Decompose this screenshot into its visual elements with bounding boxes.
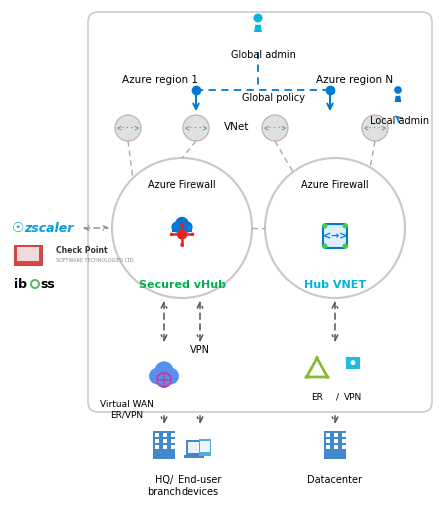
Bar bbox=[342, 433, 346, 437]
Circle shape bbox=[191, 233, 194, 236]
Text: <···>: <···> bbox=[116, 123, 140, 133]
Text: Hub VNET: Hub VNET bbox=[304, 280, 366, 290]
Circle shape bbox=[162, 368, 179, 384]
Bar bbox=[200, 441, 210, 452]
Circle shape bbox=[394, 86, 402, 94]
Circle shape bbox=[112, 158, 252, 298]
Text: Global admin: Global admin bbox=[231, 50, 295, 60]
Bar bbox=[326, 439, 330, 443]
Text: VPN: VPN bbox=[344, 393, 362, 402]
Text: Global policy: Global policy bbox=[241, 93, 305, 103]
Text: Secured vHub: Secured vHub bbox=[138, 280, 225, 290]
Bar bbox=[184, 455, 204, 458]
Circle shape bbox=[170, 233, 173, 236]
Text: Virtual WAN
ER/VPN: Virtual WAN ER/VPN bbox=[100, 400, 154, 420]
Bar bbox=[171, 439, 175, 443]
Bar bbox=[160, 459, 168, 468]
Circle shape bbox=[30, 279, 40, 289]
Text: Azure region N: Azure region N bbox=[316, 75, 393, 85]
Circle shape bbox=[262, 115, 288, 141]
Text: HQ/
branch: HQ/ branch bbox=[147, 475, 181, 497]
Circle shape bbox=[343, 223, 348, 228]
Bar bbox=[155, 445, 159, 449]
Text: Azure Firewall: Azure Firewall bbox=[148, 180, 216, 190]
Text: SOFTWARE TECHNOLOGIES LTD.: SOFTWARE TECHNOLOGIES LTD. bbox=[56, 257, 135, 263]
Circle shape bbox=[115, 115, 141, 141]
Circle shape bbox=[305, 375, 309, 379]
Bar bbox=[326, 445, 330, 449]
Bar bbox=[186, 440, 204, 455]
Bar bbox=[346, 357, 360, 368]
Circle shape bbox=[362, 115, 388, 141]
Text: /: / bbox=[335, 393, 339, 402]
Bar bbox=[324, 431, 346, 459]
Polygon shape bbox=[254, 25, 262, 32]
Circle shape bbox=[265, 158, 405, 298]
Circle shape bbox=[175, 217, 189, 231]
Bar bbox=[17, 247, 39, 261]
Bar bbox=[153, 431, 175, 459]
Bar bbox=[155, 433, 159, 437]
Bar bbox=[334, 433, 338, 437]
Bar bbox=[163, 445, 167, 449]
Circle shape bbox=[315, 356, 319, 360]
Circle shape bbox=[254, 13, 263, 22]
Text: VNet: VNet bbox=[224, 122, 250, 132]
Circle shape bbox=[322, 243, 328, 249]
Text: Datacenter: Datacenter bbox=[308, 475, 362, 485]
Circle shape bbox=[180, 243, 184, 247]
Bar bbox=[172, 227, 192, 232]
Bar bbox=[171, 433, 175, 437]
Bar bbox=[163, 439, 167, 443]
Text: Local admin: Local admin bbox=[370, 116, 430, 126]
Circle shape bbox=[149, 368, 166, 384]
Text: ib: ib bbox=[14, 278, 27, 291]
Bar bbox=[334, 445, 338, 449]
Circle shape bbox=[180, 222, 184, 226]
Text: Azure Firewall: Azure Firewall bbox=[301, 180, 369, 190]
Circle shape bbox=[181, 221, 193, 233]
Circle shape bbox=[351, 360, 355, 365]
Circle shape bbox=[183, 115, 209, 141]
Text: Check Point: Check Point bbox=[56, 246, 107, 254]
Text: <···>: <···> bbox=[263, 123, 286, 133]
Text: ss: ss bbox=[40, 278, 55, 291]
Text: <···>: <···> bbox=[184, 123, 208, 133]
Circle shape bbox=[326, 375, 329, 379]
Bar bbox=[342, 439, 346, 443]
Circle shape bbox=[177, 229, 187, 240]
Text: Azure region 1: Azure region 1 bbox=[122, 75, 198, 85]
Bar bbox=[17, 247, 39, 261]
Bar bbox=[14, 245, 42, 265]
FancyBboxPatch shape bbox=[88, 12, 432, 412]
Bar bbox=[171, 445, 175, 449]
Polygon shape bbox=[395, 96, 401, 102]
Text: <···>: <···> bbox=[363, 123, 387, 133]
Bar bbox=[334, 439, 338, 443]
Circle shape bbox=[171, 221, 183, 233]
Bar bbox=[326, 433, 330, 437]
Bar bbox=[342, 445, 346, 449]
Text: <→>: <→> bbox=[323, 231, 347, 241]
Circle shape bbox=[343, 243, 348, 249]
Circle shape bbox=[154, 362, 174, 381]
FancyBboxPatch shape bbox=[323, 224, 347, 248]
Bar bbox=[331, 459, 339, 468]
Bar bbox=[187, 442, 202, 453]
Text: End-user
devices: End-user devices bbox=[178, 475, 222, 497]
Bar bbox=[199, 439, 211, 456]
Circle shape bbox=[158, 376, 170, 387]
Circle shape bbox=[32, 281, 38, 287]
Text: ☉: ☉ bbox=[12, 221, 24, 235]
Bar bbox=[155, 439, 159, 443]
Text: zscaler: zscaler bbox=[24, 222, 73, 235]
Text: VPN: VPN bbox=[190, 345, 210, 355]
Text: ER: ER bbox=[311, 393, 323, 402]
Bar bbox=[163, 433, 167, 437]
Circle shape bbox=[322, 223, 328, 228]
